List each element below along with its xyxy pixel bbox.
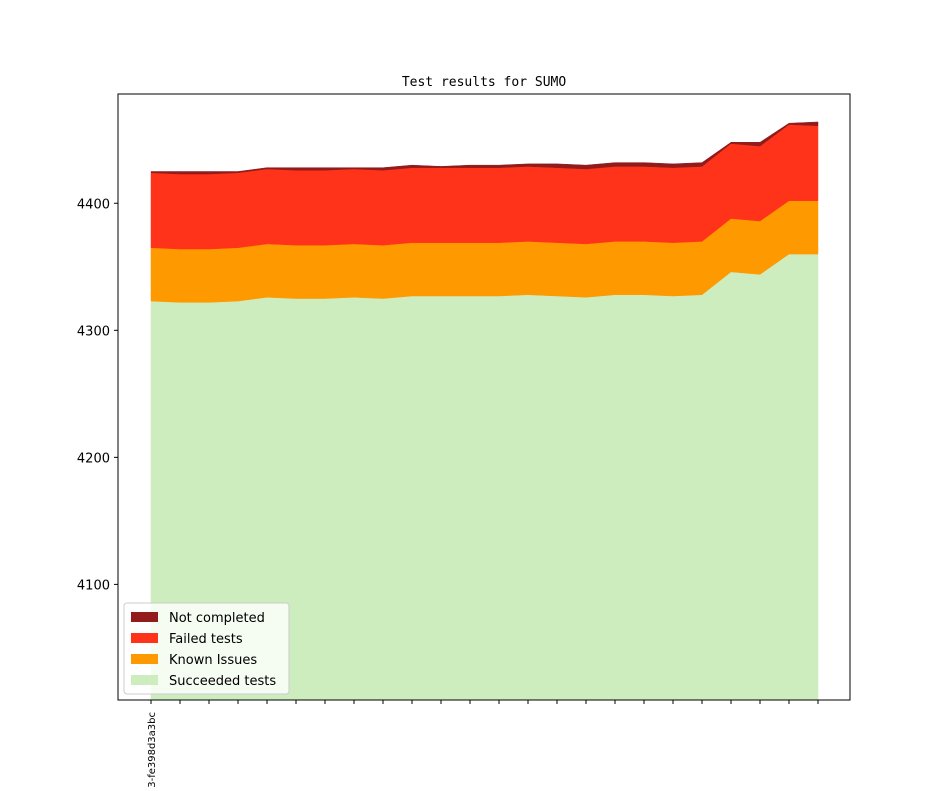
legend-label: Succeeded tests (169, 674, 276, 689)
legend-label: Failed tests (169, 632, 243, 647)
legend-swatch (131, 633, 158, 643)
x-tick-label: 3-fe398d3a3bc (147, 712, 158, 787)
legend: Not completed Failed tests Known Issues Suc… (123, 602, 290, 695)
legend-box (123, 602, 290, 695)
legend-swatch (131, 612, 158, 622)
area (150, 121, 819, 175)
legend-swatch (131, 654, 158, 664)
y-tick-label: 4100 (77, 578, 110, 593)
y-tick-label: 4300 (77, 324, 110, 339)
y-tick-label: 4200 (77, 451, 110, 466)
y-tick-label: 4400 (77, 197, 110, 212)
chart-title: Test results for SUMO (402, 75, 567, 90)
legend-label: Not completed (169, 611, 265, 626)
legend-label: Known Issues (169, 653, 257, 668)
plot-frame (117, 93, 851, 701)
legend-swatch (131, 675, 158, 685)
